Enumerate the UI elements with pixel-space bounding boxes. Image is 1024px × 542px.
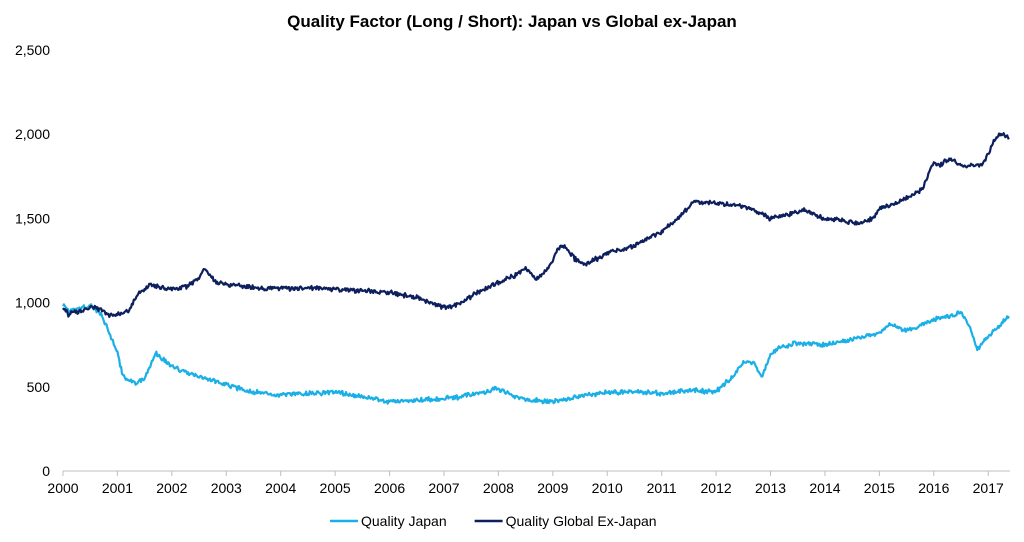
chart-title: Quality Factor (Long / Short): Japan vs … bbox=[287, 12, 737, 31]
x-tick-label: 2000 bbox=[47, 480, 78, 496]
x-tick-label: 2010 bbox=[592, 480, 623, 496]
legend-label: Quality Japan bbox=[361, 513, 447, 529]
x-tick-label: 2017 bbox=[973, 480, 1004, 496]
y-tick-label: 500 bbox=[27, 379, 51, 395]
y-tick-label: 1,500 bbox=[15, 210, 50, 226]
y-tick-label: 1,000 bbox=[15, 295, 50, 311]
axes bbox=[62, 470, 1010, 476]
series-line-quality-global-ex-japan bbox=[62, 132, 1010, 318]
x-tick-label: 2015 bbox=[864, 480, 895, 496]
series-line-quality-japan bbox=[62, 303, 1010, 405]
x-tick-label: 2002 bbox=[156, 480, 187, 496]
series-lines bbox=[62, 132, 1010, 405]
legend: Quality Japan Quality Global Ex-Japan bbox=[330, 513, 657, 529]
x-tick-label: 2008 bbox=[483, 480, 514, 496]
y-tick-label: 2,500 bbox=[15, 42, 50, 58]
x-tick-label: 2013 bbox=[755, 480, 786, 496]
x-tick-label: 2014 bbox=[809, 480, 840, 496]
legend-label: Quality Global Ex-Japan bbox=[506, 513, 657, 529]
x-tick-label: 2003 bbox=[211, 480, 242, 496]
y-tick-labels: 0 500 1,000 1,500 2,000 2,500 bbox=[15, 42, 50, 479]
y-tick-label: 2,000 bbox=[15, 126, 50, 142]
x-tick-label: 2007 bbox=[428, 480, 459, 496]
x-tick-label: 2005 bbox=[320, 480, 351, 496]
x-tick-label: 2004 bbox=[265, 480, 296, 496]
x-tick-label: 2001 bbox=[102, 480, 133, 496]
x-tick-label: 2006 bbox=[374, 480, 405, 496]
x-tick-label: 2009 bbox=[537, 480, 568, 496]
y-tick-label: 0 bbox=[42, 463, 50, 479]
x-tick-label: 2016 bbox=[918, 480, 949, 496]
x-tick-label: 2012 bbox=[701, 480, 732, 496]
x-tick-label: 2011 bbox=[647, 480, 677, 496]
x-tick-labels: 2000 2001 2002 2003 2004 2005 2006 2007 2008 2009… bbox=[47, 480, 1004, 496]
